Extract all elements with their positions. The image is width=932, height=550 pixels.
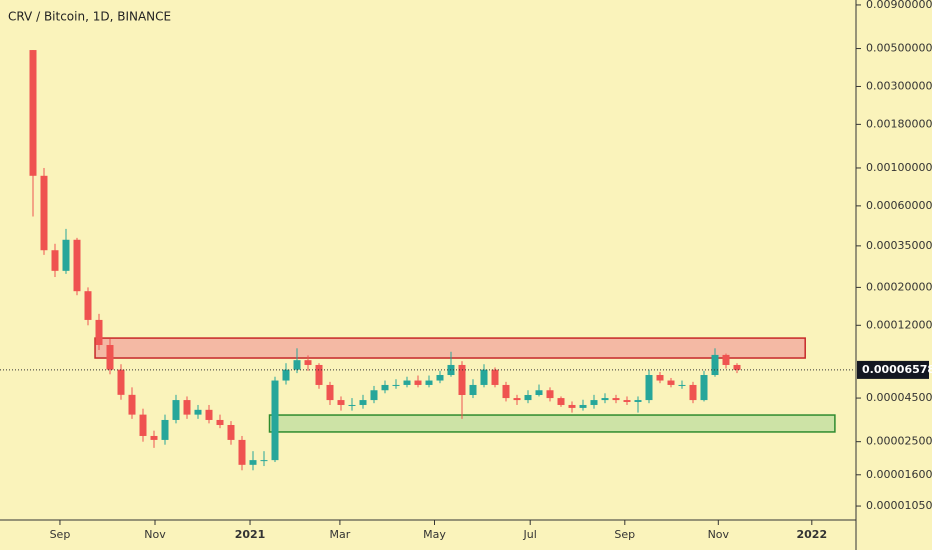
candle-body	[315, 364, 323, 385]
candle-body	[337, 400, 345, 405]
candle-body	[381, 384, 389, 391]
y-tick-label: 0.00300000	[866, 79, 932, 92]
candle-body	[128, 394, 136, 415]
candle-body	[513, 398, 521, 401]
chart-title: CRV / Bitcoin, 1D, BINANCE	[8, 10, 171, 24]
candle-body	[150, 435, 158, 440]
zone	[94, 337, 806, 359]
y-tick-label: 0.00012000	[866, 318, 932, 331]
candle-body	[447, 364, 455, 376]
candle-body	[205, 409, 213, 420]
candle-body	[260, 460, 268, 462]
y-tick-label: 0.00500000	[866, 42, 932, 55]
candle-body	[73, 239, 81, 292]
candle-body	[62, 239, 70, 271]
candle-body	[502, 384, 510, 399]
y-tick-label: 0.00060000	[866, 199, 932, 212]
candle-body	[722, 354, 730, 365]
candle-body	[172, 400, 180, 420]
candle-body	[546, 390, 554, 399]
candle-body	[139, 414, 147, 436]
last-price-label: 0.00006578	[862, 363, 932, 376]
candle-body	[469, 384, 477, 395]
candle-body	[535, 390, 543, 395]
candle-body	[326, 384, 334, 401]
candle-body	[579, 404, 587, 408]
candle-body	[216, 419, 224, 426]
candle-body	[557, 398, 565, 405]
candle-body	[40, 175, 48, 251]
candle-body	[51, 250, 59, 271]
y-tick-label: 0.00020000	[866, 280, 932, 293]
y-tick-label: 0.00002500	[866, 435, 932, 448]
candle-body	[359, 400, 367, 405]
candle-body	[689, 384, 697, 401]
candle-body	[480, 369, 488, 385]
x-tick-label: May	[423, 528, 446, 541]
candle-body	[282, 369, 290, 381]
candle-body	[425, 380, 433, 385]
candle-body	[436, 375, 444, 381]
candle-body	[491, 369, 499, 385]
candle-body	[711, 354, 719, 376]
y-tick-label: 0.00001050	[866, 499, 932, 512]
candle-body	[568, 404, 576, 408]
candle-body	[106, 345, 114, 370]
zone	[268, 414, 836, 433]
candle-body	[117, 369, 125, 395]
candle-body	[194, 409, 202, 415]
candle-body	[678, 384, 686, 386]
last-price-box	[857, 360, 929, 379]
candle-body	[403, 380, 411, 385]
candle-body	[414, 380, 422, 385]
candle-body	[733, 364, 741, 370]
y-tick-label: 0.00900000	[866, 0, 932, 11]
candle-body	[183, 400, 191, 415]
x-tick-label: Jul	[523, 528, 537, 541]
candle-body	[227, 425, 235, 440]
candle-body	[304, 360, 312, 365]
candle-body	[238, 439, 246, 465]
candle-body	[458, 364, 466, 395]
candle-body	[656, 375, 664, 381]
x-tick-label: Sep	[614, 528, 635, 541]
x-tick-label: Nov	[708, 528, 730, 541]
x-tick-label: 2021	[235, 528, 266, 541]
candle-body	[249, 460, 257, 465]
candle-body	[590, 400, 598, 405]
candle-body	[634, 400, 642, 402]
y-tick-label: 0.00180000	[866, 117, 932, 130]
x-tick-label: Nov	[144, 528, 166, 541]
candle-body	[612, 398, 620, 401]
candle-body	[95, 319, 103, 346]
candle-body	[370, 390, 378, 401]
x-tick-label: 2022	[796, 528, 827, 541]
candle-body	[84, 291, 92, 320]
x-tick-label: Mar	[330, 528, 351, 541]
candle-body	[645, 375, 653, 401]
candle-body	[623, 400, 631, 402]
y-tick-label: 0.00004500	[866, 391, 932, 404]
candle-body	[601, 398, 609, 401]
y-tick-label: 0.00035000	[866, 239, 932, 252]
candle-body	[348, 404, 356, 406]
candle-body	[667, 380, 675, 385]
candle-body	[700, 375, 708, 401]
candle-body	[293, 360, 301, 370]
candle-body	[271, 380, 279, 461]
candle-body	[161, 419, 169, 440]
y-tick-label: 0.00100000	[866, 161, 932, 174]
candle-body	[392, 384, 400, 386]
y-tick-label: 0.00001600	[866, 468, 932, 481]
candle-body	[524, 394, 532, 401]
candle-body	[29, 50, 37, 176]
x-tick-label: Sep	[50, 528, 71, 541]
